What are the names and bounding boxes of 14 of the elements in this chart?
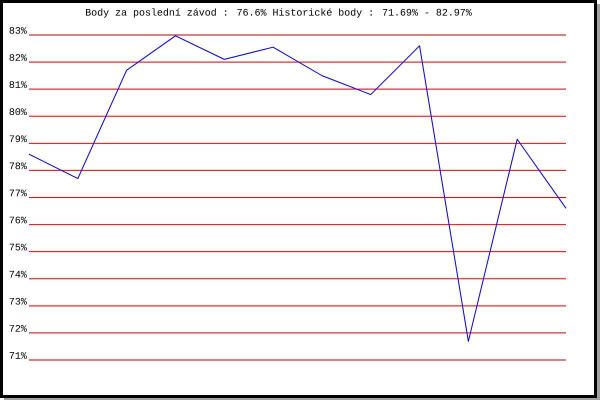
y-tick-label: 78% <box>10 162 27 170</box>
y-tick-label: 73% <box>10 298 27 305</box>
y-tick-label: 79% <box>10 135 27 142</box>
y-tick-label: 71% <box>10 352 27 359</box>
y-tick-label: 76% <box>10 216 27 224</box>
y-tick-label: 72% <box>10 324 27 332</box>
y-tick-label: 75% <box>10 244 27 250</box>
y-tick-label: 83% <box>10 27 27 34</box>
y-tick-label: 74% <box>10 270 27 278</box>
y-tick-label: 77% <box>10 190 27 196</box>
y-tick-label: 80% <box>10 108 27 116</box>
chart-title: Body za poslední závod : 76.6% Historické body : 71.69% - 82.97% <box>86 8 472 18</box>
y-tick-label: 81% <box>10 81 27 88</box>
y-tick-label: 82% <box>10 54 27 61</box>
